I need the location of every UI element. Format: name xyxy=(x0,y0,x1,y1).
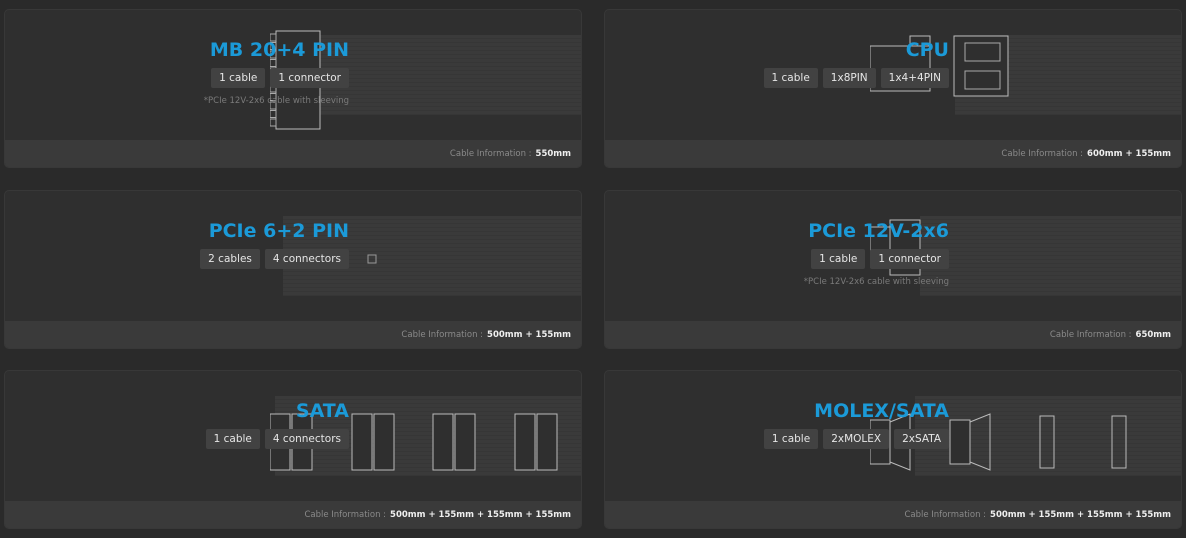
cable-info-footer: Cable Information :500mm + 155mm + 155mm… xyxy=(5,501,581,528)
cable-title: SATA xyxy=(295,400,349,422)
cable-card-mb-20-4-pin: MB 20+4 PIN 1 cable 1 connector *PCIe 12V-2… xyxy=(4,9,582,168)
cable-lengths: 600mm + 155mm xyxy=(1087,148,1171,159)
cable-title: MB 20+4 PIN xyxy=(209,39,349,61)
cable-lengths: 500mm + 155mm xyxy=(487,329,571,340)
spec-badge: 1 connector xyxy=(270,68,349,88)
cable-info-footer: Cable Information :550mm xyxy=(5,140,581,167)
cable-card-pcie-6-2-pin: PCIe 6+2 PIN 2 cables 4 connectors Cable In… xyxy=(4,190,582,349)
cable-info-label: Cable Information : xyxy=(904,509,987,520)
cable-card-pcie-12v-2x6: PCIe 12V-2x6 1 cable 1 connector *PCIe 12V-… xyxy=(604,190,1182,349)
cable-info-label: Cable Information : xyxy=(401,329,484,340)
spec-badge: 1x8PIN xyxy=(822,68,876,88)
cable-lengths: 550mm xyxy=(535,148,571,159)
cable-lengths: 500mm + 155mm + 155mm + 155mm xyxy=(390,509,571,520)
spec-badge: 2xMOLEX xyxy=(823,429,890,449)
cable-info-label: Cable Information : xyxy=(304,509,387,520)
spec-badge: 1 connector xyxy=(870,249,949,269)
cable-card-sata: SATA 1 cable 4 connectors Cable Information… xyxy=(4,370,582,529)
cable-info-footer: Cable Information :500mm + 155mm xyxy=(5,321,581,348)
cable-note: *PCIe 12V-2x6 cable with sleeving xyxy=(203,96,349,106)
spec-badge: 1 cable xyxy=(211,68,266,88)
cable-lengths: 500mm + 155mm + 155mm + 155mm xyxy=(990,509,1171,520)
cable-info-label: Cable Information : xyxy=(1001,148,1084,159)
cable-sleeve xyxy=(320,35,581,115)
cable-card-molex-sata: MOLEX/SATA 1 cable 2xMOLEX 2xSATA Cable Info… xyxy=(604,370,1182,529)
cable-title: PCIe 6+2 PIN xyxy=(208,220,349,242)
cable-info-footer: Cable Information :650mm xyxy=(605,321,1181,348)
cable-sleeve xyxy=(920,216,1181,296)
spec-badge: 4 connectors xyxy=(264,429,349,449)
cable-title: MOLEX/SATA xyxy=(814,400,949,422)
spec-badge: 1 cable xyxy=(763,429,819,449)
cable-lengths: 650mm xyxy=(1135,329,1171,340)
cable-info-footer: Cable Information :500mm + 155mm + 155mm… xyxy=(605,501,1181,528)
cable-info-label: Cable Information : xyxy=(449,148,532,159)
cable-info-footer: Cable Information :600mm + 155mm xyxy=(605,140,1181,167)
cable-info-label: Cable Information : xyxy=(1049,329,1132,340)
cable-title: CPU xyxy=(905,39,949,61)
sata-connector-icon xyxy=(270,413,558,471)
spec-badge: 1 cable xyxy=(763,68,818,88)
spec-badge: 2 cables xyxy=(200,249,260,269)
spec-badge: 1 cable xyxy=(205,429,260,449)
spec-badge: 1 cable xyxy=(811,249,866,269)
spec-badge: 4 connectors xyxy=(264,249,349,269)
spec-badge: 1x4+4PIN xyxy=(880,68,949,88)
cable-title: PCIe 12V-2x6 xyxy=(808,220,949,242)
spec-badge: 2xSATA xyxy=(894,429,949,449)
cable-card-cpu: CPU 1 cable 1x8PIN 1x4+4PIN Cable Informatio… xyxy=(604,9,1182,168)
cable-note: *PCIe 12V-2x6 cable with sleeving xyxy=(803,277,949,287)
